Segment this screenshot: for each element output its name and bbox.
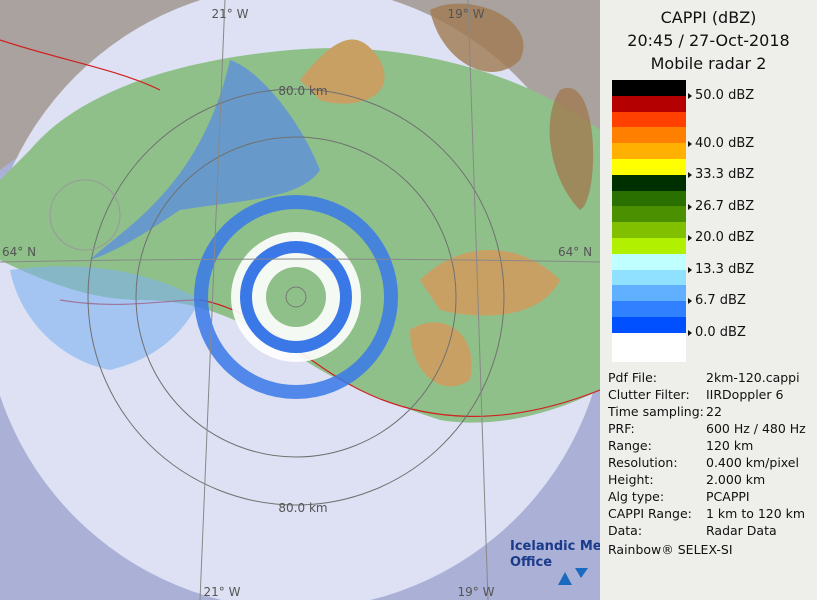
info-panel: CAPPI (dBZ) 20:45 / 27-Oct-2018 Mobile r… [600, 0, 817, 600]
title: CAPPI (dBZ) [660, 8, 757, 27]
info-row: Alg type: PCAPPI [608, 489, 750, 504]
info-row: Resolution: 0.400 km/pixel [608, 455, 799, 470]
rain-band [90, 60, 320, 260]
legend-label: 26.7 dBZ [695, 199, 755, 214]
info-label: Height: [608, 472, 654, 487]
scale-swatch [612, 269, 686, 286]
scale-swatch [612, 238, 686, 254]
info-row: Clutter Filter: IIRDoppler 6 [608, 387, 783, 402]
scale-swatch [612, 253, 686, 270]
info-value: 1 km to 120 km [706, 506, 806, 521]
scale-swatch [612, 206, 686, 223]
scale-swatch [612, 317, 686, 333]
lat-label: 64° N [558, 245, 592, 259]
lon-label: 21° W [204, 585, 241, 599]
scale-swatch [612, 159, 686, 175]
longitude-line [199, 0, 489, 600]
info-value: 0.400 km/pixel [706, 455, 799, 470]
info-row: Time sampling: 22 [608, 404, 722, 419]
mountain [430, 3, 594, 211]
scale-swatch [612, 174, 686, 191]
info-value: 22 [706, 404, 722, 419]
scale-swatch [612, 190, 686, 207]
info-row: Data: Radar Data [608, 523, 777, 538]
echo-ring [194, 195, 398, 399]
tick [688, 204, 692, 210]
info-row: Range: 120 km [608, 438, 753, 453]
info-label: Pdf File: [608, 370, 657, 385]
radar-map: 21° W 19° W 80.0 km 64° N 64° N 80.0 km … [0, 0, 600, 600]
echo-ring [240, 241, 352, 353]
logo-icon [558, 568, 588, 585]
lon-label: 19° W [448, 7, 485, 21]
info-label: CAPPI Range: [608, 506, 692, 521]
info-label: PRF: [608, 421, 635, 436]
lat-label: 64° N [2, 245, 36, 259]
legend-label: 33.3 dBZ [695, 167, 755, 182]
time: 20:45 / 27-Oct-2018 [627, 31, 790, 50]
range-label: 80.0 km [278, 501, 327, 515]
info-row: Pdf File: 2km-120.cappi [608, 370, 800, 385]
scale-swatch [612, 111, 686, 128]
info-value: 600 Hz / 480 Hz [706, 421, 806, 436]
tick [688, 141, 692, 147]
legend-label: 20.0 dBZ [695, 230, 755, 245]
info-label: Resolution: [608, 455, 678, 470]
scale-swatch [612, 143, 686, 160]
info-value: IIRDoppler 6 [706, 387, 784, 402]
tick [688, 330, 692, 336]
info-row: CAPPI Range: 1 km to 120 km [608, 506, 805, 521]
scale-swatch [612, 301, 686, 318]
info-value: 2km-120.cappi [706, 370, 800, 385]
logo-text: Icelandic Met [510, 539, 600, 554]
lon-label: 21° W [212, 7, 249, 21]
radar-name: Mobile radar 2 [650, 54, 767, 73]
info-value: 120 km [706, 438, 754, 453]
info-label: Data: [608, 523, 643, 538]
legend-label: 6.7 dBZ [695, 293, 746, 308]
legend-label: 13.3 dBZ [695, 262, 755, 277]
info-label: Range: [608, 438, 652, 453]
info-row: Height: 2.000 km [608, 472, 765, 487]
tick [688, 298, 692, 304]
tick [688, 235, 692, 241]
info-value: Radar Data [706, 523, 777, 538]
info-value: PCAPPI [706, 489, 750, 504]
scale-swatch [612, 285, 686, 302]
range-label: 80.0 km [278, 84, 327, 98]
tick [688, 93, 692, 99]
radar-site [49, 179, 121, 251]
scale-swatch [612, 127, 686, 144]
legend-label: 50.0 dBZ [695, 88, 755, 103]
latitude-line [0, 258, 600, 263]
logo-text: Office [510, 555, 552, 570]
scale-swatch [612, 333, 686, 362]
echo-center [266, 267, 326, 327]
rain-area [10, 266, 200, 370]
legend-label: 40.0 dBZ [695, 136, 755, 151]
center-ring [285, 286, 307, 308]
highland [300, 39, 560, 387]
info-label: Clutter Filter: [608, 387, 690, 402]
footer: Rainbow® SELEX-SI [608, 542, 733, 557]
info-label: Time sampling: [608, 404, 704, 419]
range-ring [87, 88, 505, 506]
scale-swatch [612, 80, 686, 96]
info-value: 2.000 km [706, 472, 766, 487]
legend-label: 0.0 dBZ [695, 325, 746, 340]
tick [688, 267, 692, 273]
range-ring [135, 136, 457, 458]
tick [688, 172, 692, 178]
scale-swatch [612, 95, 686, 112]
scale-swatch [612, 222, 686, 239]
info-row: PRF: 600 Hz / 480 Hz [608, 421, 806, 436]
info-label: Alg type: [608, 489, 665, 504]
lon-label: 19° W [458, 585, 495, 599]
